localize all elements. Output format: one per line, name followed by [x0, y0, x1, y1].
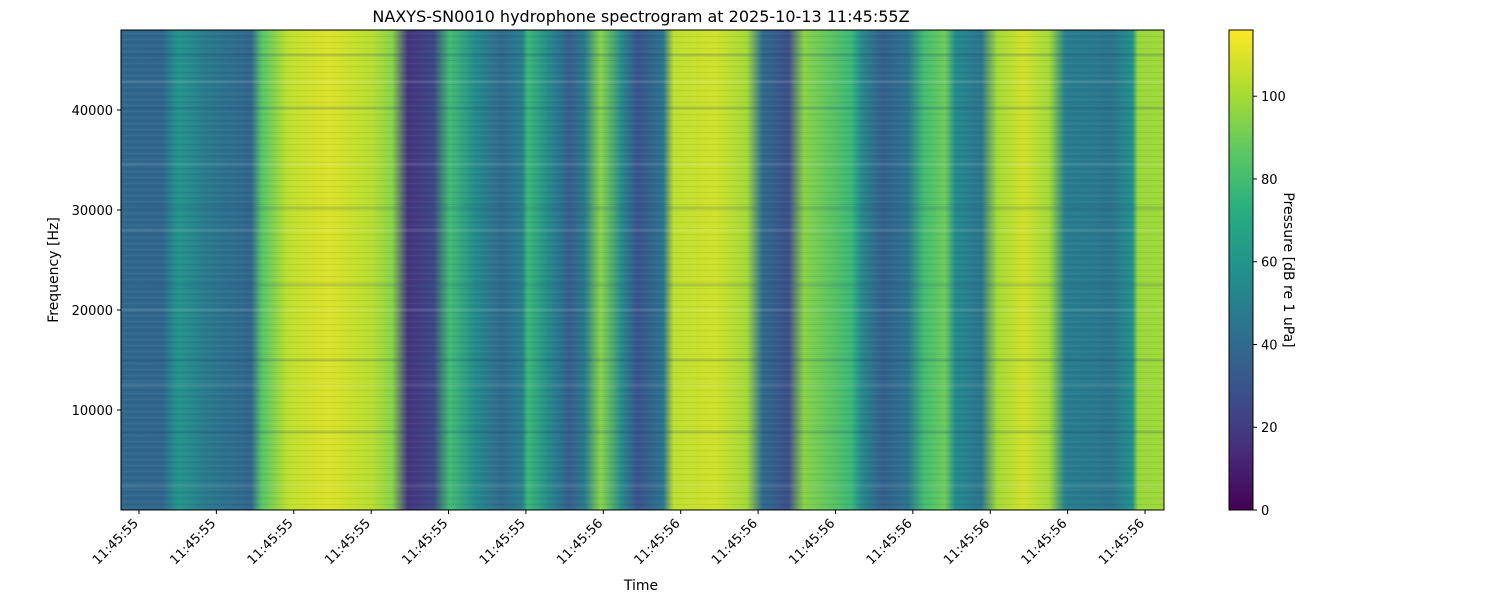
colorbar-tick-label: 80	[1261, 173, 1278, 188]
plot-frame	[120, 29, 1165, 511]
x-tick-label: 11:45:56	[709, 516, 761, 568]
y-tick-label: 20000	[72, 304, 113, 319]
y-tick-label: 40000	[72, 104, 113, 119]
x-tick-label: 11:45:55	[322, 516, 374, 568]
colorbar-tick-label: 40	[1261, 338, 1278, 353]
colorbar-label: Pressure [dB re 1 uPa]	[1280, 192, 1296, 347]
x-tick-label: 11:45:56	[1096, 516, 1148, 568]
x-tick-label: 11:45:56	[786, 516, 838, 568]
x-axis-label: Time	[623, 578, 658, 594]
colorbar-tick-label: 100	[1261, 90, 1286, 105]
x-tick-label: 11:45:55	[245, 516, 297, 568]
colorbar-ticks: 0 20 40 60 80 100	[1253, 90, 1286, 519]
y-tick-label: 10000	[72, 404, 113, 419]
colorbar-bar	[1228, 29, 1254, 511]
colorbar: 0 20 40 60 80 100 Pressure [dB re 1 uPa]	[1228, 29, 1296, 519]
row-texture	[121, 30, 1164, 510]
x-tick-label: 11:45:56	[1019, 516, 1071, 568]
y-axis-label: Frequency [Hz]	[46, 217, 62, 323]
x-tick-label: 11:45:56	[864, 516, 916, 568]
x-tick-label: 11:45:55	[90, 516, 142, 568]
chart-title: NAXYS-SN0010 hydrophone spectrogram at 2…	[372, 7, 909, 26]
x-tick-label: 11:45:55	[167, 516, 219, 568]
y-axis: 10000 20000 30000 40000	[72, 104, 121, 419]
colorbar-tick-label: 60	[1261, 256, 1278, 271]
x-tick-label: 11:45:55	[477, 516, 529, 568]
plot-area	[120, 29, 1165, 511]
colorbar-tick-label: 20	[1261, 421, 1278, 436]
y-tick-label: 30000	[72, 204, 113, 219]
colorbar-tick-label: 0	[1261, 504, 1269, 519]
x-tick-label: 11:45:56	[632, 516, 684, 568]
x-axis: 11:45:55 11:45:55 11:45:55 11:45:55 11:45:55…	[90, 510, 1148, 568]
x-tick-label: 11:45:56	[554, 516, 606, 568]
x-tick-label: 11:45:56	[941, 516, 993, 568]
x-tick-label: 11:45:55	[399, 516, 451, 568]
